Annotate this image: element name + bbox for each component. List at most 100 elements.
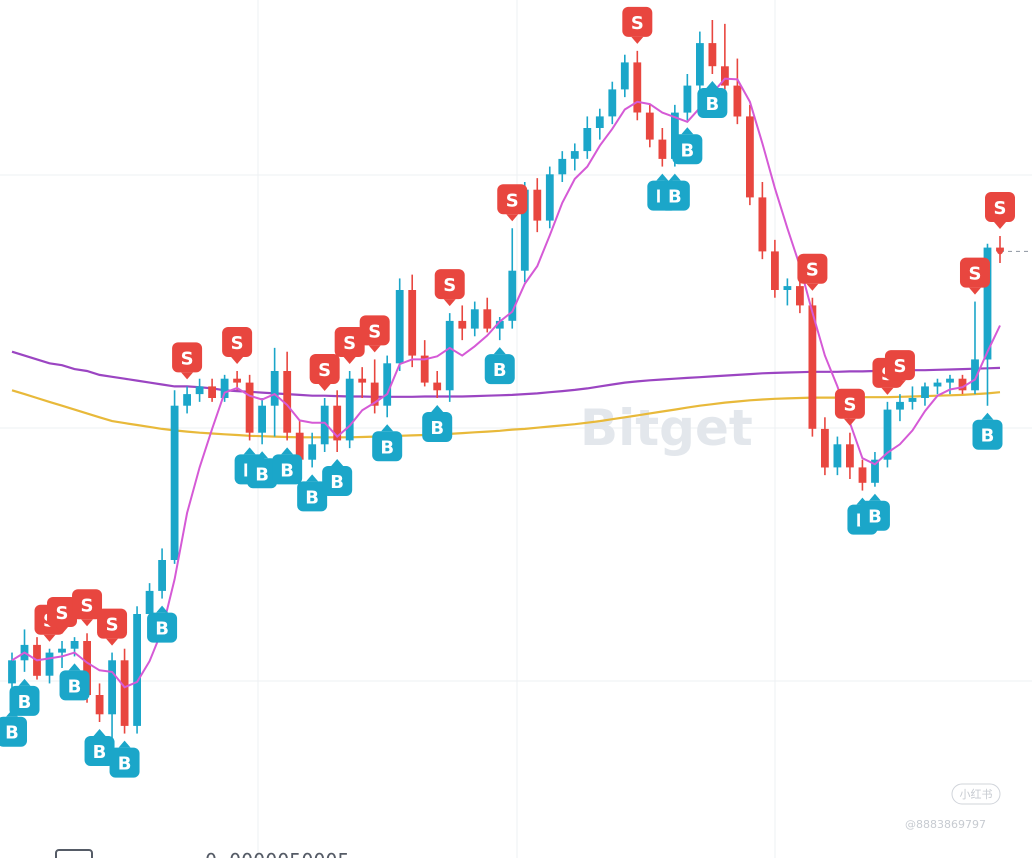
- buy-signal-7: B: [84, 729, 115, 766]
- candle-24: [308, 432, 317, 468]
- buy-signal-box-1: [9, 685, 40, 716]
- buy-signal-pointer-5: [68, 663, 81, 671]
- buy-signal-box-5: [59, 670, 90, 701]
- candle-46: [583, 116, 592, 159]
- candle-body-26: [333, 405, 342, 441]
- candle-body-66: [833, 444, 842, 468]
- sell-signal-14: S: [172, 342, 203, 380]
- buy-signal-box-34: [422, 412, 453, 442]
- candle-body-21: [270, 371, 279, 406]
- candle-body-14: [183, 394, 191, 406]
- sell-signal-pointer-6: [81, 619, 94, 627]
- candle-15: [195, 378, 204, 402]
- sell-signal-pointer-4: [56, 627, 69, 634]
- sell-signal-pointer-50: [631, 36, 644, 44]
- sell-signal-label-40: S: [506, 190, 519, 211]
- buy-signal-pointer-22: [281, 447, 294, 455]
- candle-body-71: [896, 401, 904, 410]
- sell-signal-35: S: [434, 269, 465, 307]
- buy-signal-pointer-12: [156, 605, 169, 613]
- candle-59: [746, 104, 754, 206]
- candle-body-18: [233, 378, 241, 383]
- buy-signal-box-22: [272, 454, 303, 485]
- candle-16: [208, 378, 216, 402]
- candle-body-49: [620, 62, 629, 90]
- buy-signal-box-54: [672, 134, 703, 165]
- sell-signal-label-67: S: [843, 395, 856, 416]
- candle-body-65: [821, 428, 829, 468]
- sell-signal-label-64: S: [806, 260, 819, 281]
- candle-51: [645, 104, 654, 148]
- candle-42: [533, 178, 542, 233]
- candle-28: [358, 367, 367, 398]
- candle-body-52: [658, 139, 667, 159]
- sell-signal-27: S: [334, 327, 365, 364]
- ma-short-path: [11, 77, 1001, 689]
- candle-body-9: [120, 660, 129, 726]
- candle-62: [783, 278, 792, 306]
- buy-signal-pointer-78: [981, 412, 994, 420]
- candle-body-31: [395, 290, 404, 364]
- candle-body-73: [921, 386, 929, 398]
- buy-signal-label-0: B: [5, 723, 19, 744]
- candle-body-17: [220, 378, 229, 398]
- sell-signal-50: S: [622, 6, 653, 44]
- buy-signal-label-12: B: [155, 619, 169, 640]
- sell-signal-label-77: S: [969, 264, 982, 285]
- ma-mid-path: [11, 350, 1001, 398]
- buy-signal-label-53: B: [668, 187, 682, 208]
- candle-body-4: [58, 648, 66, 653]
- candle-body-42: [533, 189, 542, 221]
- buy-signal-box-26: [322, 466, 353, 496]
- buy-signal-label-1: B: [18, 692, 32, 713]
- buy-signal-26: B: [322, 459, 353, 496]
- buy-signal-box-24: [297, 481, 328, 512]
- watermark-badge-frame: [951, 783, 1001, 805]
- buy-signal-pointer-24: [306, 474, 319, 482]
- candle-13: [170, 390, 179, 564]
- sell-signal-box-35: [434, 269, 465, 300]
- buy-signal-box-9: [109, 747, 140, 778]
- candle-3: [45, 648, 54, 684]
- sell-signal-pointer-18: [231, 357, 244, 364]
- buy-signal-54: B: [672, 127, 703, 165]
- candle-body-75: [946, 378, 954, 383]
- candle-body-50: [633, 62, 642, 113]
- candle-48: [608, 81, 617, 125]
- sell-signal-pointer-67: [843, 418, 856, 426]
- footer-bar: 0.0000050005: [55, 849, 350, 858]
- candle-65: [821, 417, 829, 476]
- candle-60: [758, 182, 767, 260]
- sell-signal-40: S: [497, 184, 528, 222]
- buy-signal-label-22: B: [280, 460, 294, 481]
- buy-signal-pointer-34: [431, 405, 444, 412]
- candle-75: [946, 374, 954, 395]
- buy-signal-24: B: [297, 474, 328, 512]
- footer-icon[interactable]: [55, 849, 93, 858]
- candle-body-28: [358, 378, 367, 383]
- candle-21: [270, 347, 279, 437]
- candle-47: [595, 108, 604, 140]
- buy-signal-pointer-19: [243, 447, 256, 455]
- sell-signal-box-14: [172, 342, 203, 373]
- candle-body-16: [208, 386, 216, 398]
- buy-signal-pointer-7: [93, 729, 106, 736]
- candle-body-72: [908, 398, 917, 402]
- sell-signal-pointer-64: [806, 283, 819, 291]
- sell-signal-box-6: [72, 589, 103, 620]
- candle-body-44: [558, 158, 567, 175]
- candle-body-41: [520, 189, 529, 271]
- candle-body-76: [958, 378, 967, 391]
- buy-signal-label-5: B: [68, 676, 82, 697]
- candle-14: [183, 386, 191, 414]
- sell-signal-label-4: S: [56, 603, 69, 624]
- candle-body-40: [508, 270, 517, 321]
- buy-signal-label-39: B: [493, 360, 507, 381]
- ma-short-line: [11, 77, 1001, 689]
- candle-7: [95, 683, 104, 722]
- buy-signal-box-56: [697, 88, 728, 118]
- candle-body-22: [283, 371, 292, 433]
- candle-body-37: [470, 309, 479, 329]
